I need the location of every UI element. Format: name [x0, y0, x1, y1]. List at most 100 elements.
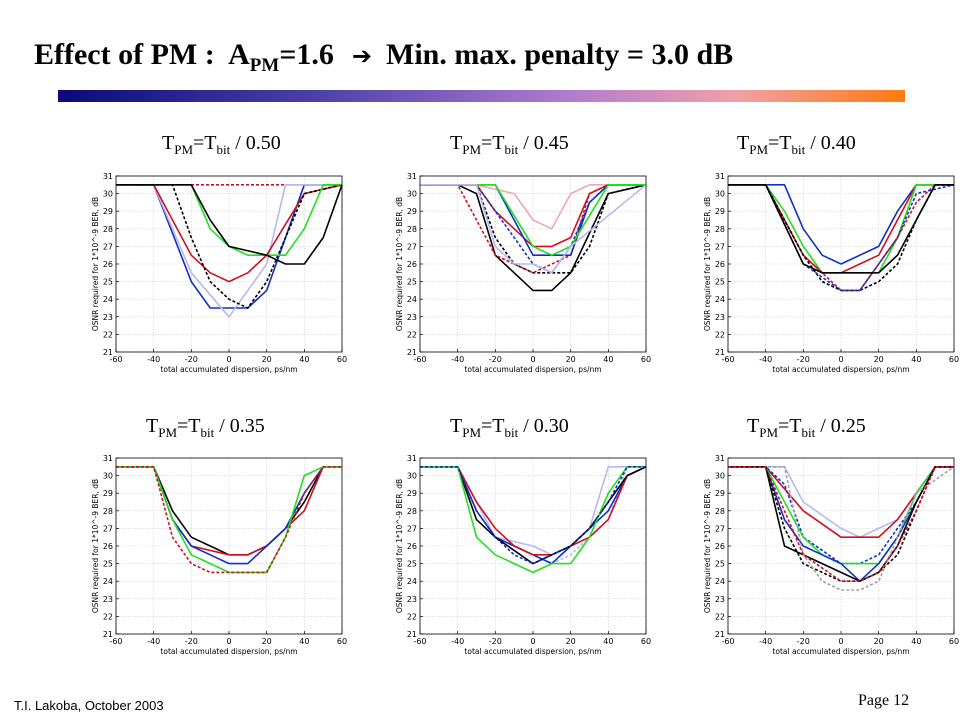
chart-5: -60 -40 -20 0 20 40 60 21 22 23 24 25 26 27 28 29 30 31 to… [395, 454, 651, 656]
x-tick-label: 40 [911, 637, 921, 646]
y-tick-label: 26 [103, 542, 113, 551]
y-tick-label: 27 [407, 242, 417, 251]
panel-label-eq: =T [778, 415, 802, 437]
chart-6: -60 -40 -20 0 20 40 60 21 22 23 24 25 26 27 28 29 30 31 to… [703, 454, 959, 656]
x-tick-label: -20 [489, 355, 502, 364]
y-axis-label: OSNR required for 1*10^-9 BER, dB [395, 479, 404, 613]
x-tick-label: 20 [874, 637, 884, 646]
y-tick-label: 21 [407, 630, 417, 639]
chart-2: -60 -40 -20 0 20 40 60 21 22 23 24 25 26 27 28 29 30 31 to… [395, 172, 651, 374]
y-tick-label: 30 [103, 472, 113, 481]
y-tick-label: 22 [715, 612, 725, 621]
y-axis-label: OSNR required for 1*10^-9 BER, dB [703, 197, 712, 331]
title-a-subscript: PM [249, 55, 280, 76]
x-tick-label: -20 [489, 637, 502, 646]
panel-label-bit: bit [504, 425, 519, 440]
x-tick-label: 0 [530, 355, 535, 364]
y-tick-label: 28 [715, 507, 725, 516]
series-lavender-line [420, 183, 647, 274]
series-blue-dashed-line [420, 183, 646, 274]
x-tick-label: 40 [603, 637, 613, 646]
y-tick-label: 27 [715, 524, 725, 533]
panel-label-4: TPM=Tbit / 0.35 [146, 415, 265, 441]
series-black-line [728, 465, 954, 582]
series-gray-dashed-line [728, 465, 955, 591]
x-tick-label: 20 [262, 637, 272, 646]
y-tick-label: 26 [103, 260, 113, 269]
x-tick-label: 20 [262, 355, 272, 364]
y-tick-label: 31 [103, 172, 113, 181]
y-tick-label: 29 [103, 207, 113, 216]
y-tick-label: 31 [103, 454, 113, 463]
y-tick-label: 28 [715, 225, 725, 234]
chart-4: -60 -40 -20 0 20 40 60 21 22 23 24 25 26 27 28 29 30 31 to… [91, 454, 347, 656]
y-tick-label: 28 [103, 225, 113, 234]
y-tick-label: 31 [407, 454, 417, 463]
panel-label-eq: =T [481, 415, 505, 437]
panel-label-eq: =T [177, 415, 201, 437]
x-tick-label: 20 [874, 355, 884, 364]
y-tick-label: 21 [407, 348, 417, 357]
series-green-line [420, 465, 646, 574]
x-axis-label: total accumulated dispersion, ps/nm [464, 365, 601, 374]
x-tick-label: -60 [109, 637, 122, 646]
panel-label-5: TPM=Tbit / 0.30 [450, 415, 569, 441]
panel-label-frac: / 0.25 [815, 415, 866, 437]
panel-label-1: TPM=Tbit / 0.50 [162, 132, 281, 158]
series-green-line [728, 465, 954, 565]
y-tick-label: 23 [407, 595, 417, 604]
panel-label-t: T [747, 415, 760, 437]
y-tick-label: 29 [407, 489, 417, 498]
x-tick-label: 0 [530, 637, 535, 646]
panel-label-6: TPM=Tbit / 0.25 [747, 415, 866, 441]
y-axis-label: OSNR required for 1*10^-9 BER, dB [703, 479, 712, 613]
y-tick-label: 25 [103, 560, 113, 569]
x-axis-label: total accumulated dispersion, ps/nm [160, 365, 297, 374]
x-tick-label: -20 [185, 637, 198, 646]
y-tick-label: 30 [103, 190, 113, 199]
panel-label-pm: PM [759, 425, 779, 440]
series-black-dashed-line [420, 183, 647, 274]
series-red-line [420, 465, 647, 556]
x-tick-label: -60 [413, 355, 426, 364]
panel-label-frac: / 0.45 [518, 132, 569, 154]
y-tick-label: 30 [407, 472, 417, 481]
y-tick-label: 25 [407, 278, 417, 287]
y-tick-label: 23 [407, 313, 417, 322]
y-tick-label: 22 [407, 612, 417, 621]
panel-label-eq: =T [481, 132, 505, 154]
x-tick-label: -40 [147, 637, 160, 646]
arrow-right-icon: ➔ [351, 42, 373, 70]
panel-label-frac: / 0.35 [214, 415, 265, 437]
x-axis-label: total accumulated dispersion, ps/nm [160, 647, 297, 656]
x-tick-label: -60 [109, 355, 122, 364]
panel-label-t: T [162, 132, 175, 154]
y-tick-label: 25 [103, 278, 113, 287]
x-tick-label: 40 [299, 355, 309, 364]
y-tick-label: 22 [103, 330, 113, 339]
y-tick-label: 27 [103, 524, 113, 533]
y-tick-label: 31 [407, 172, 417, 181]
panel-label-pm: PM [462, 425, 482, 440]
x-tick-label: 40 [603, 355, 613, 364]
y-tick-label: 26 [407, 542, 417, 551]
panel-label-t: T [146, 415, 159, 437]
title-gradient-bar [58, 90, 905, 102]
series-black-line [420, 183, 647, 292]
panel-label-pm: PM [158, 425, 178, 440]
x-tick-label: -60 [721, 355, 734, 364]
series-black-dashed-line [116, 183, 343, 309]
y-tick-label: 31 [715, 454, 725, 463]
panel-label-frac: / 0.30 [518, 415, 569, 437]
y-tick-label: 24 [715, 295, 725, 304]
panel-label-bit: bit [801, 425, 816, 440]
x-tick-label: 0 [226, 637, 231, 646]
x-tick-label: -60 [413, 637, 426, 646]
series-black-line [728, 183, 954, 274]
panel-label-frac: / 0.50 [230, 132, 281, 154]
y-tick-label: 29 [103, 489, 113, 498]
x-axis-label: total accumulated dispersion, ps/nm [772, 365, 909, 374]
x-tick-label: -60 [721, 637, 734, 646]
series-red-dashed-line [116, 465, 342, 574]
series-red-dashed-line [728, 465, 954, 582]
